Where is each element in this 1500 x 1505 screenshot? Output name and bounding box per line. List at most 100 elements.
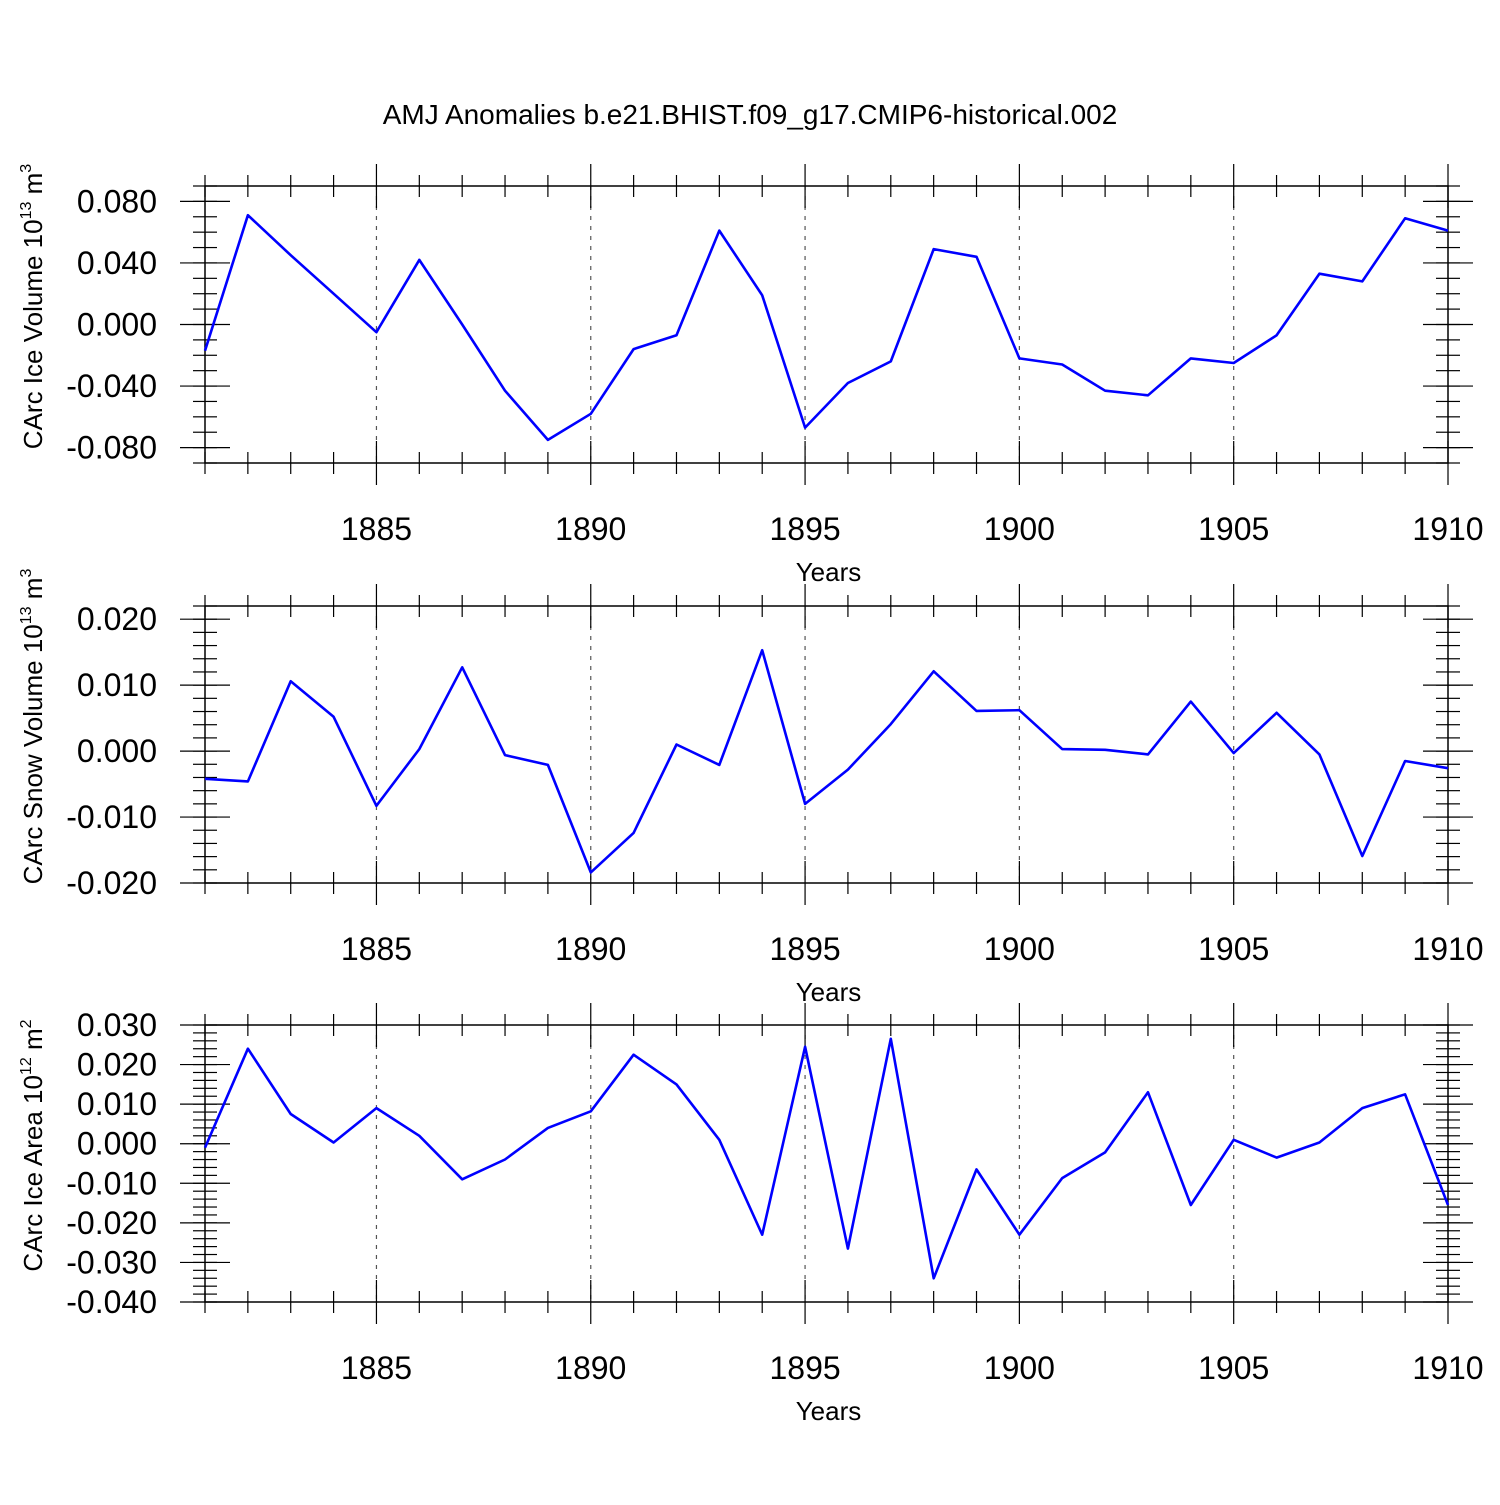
data-point	[932, 248, 934, 250]
data-point	[1318, 1141, 1320, 1143]
y-tick-label: -0.010	[66, 799, 157, 835]
data-point	[1104, 389, 1106, 391]
y-axis-label-unit: m	[18, 578, 48, 607]
data-point	[1275, 334, 1277, 336]
x-axis-label: Years	[796, 1396, 862, 1426]
data-point	[761, 294, 763, 296]
data-point	[590, 871, 592, 873]
data-point	[1061, 748, 1063, 750]
y-tick-label: -0.010	[66, 1165, 157, 1201]
data-point	[1447, 1204, 1449, 1206]
x-tick-label: 1890	[555, 1350, 626, 1386]
data-point	[761, 649, 763, 651]
data-point	[975, 710, 977, 712]
data-point	[890, 1038, 892, 1040]
data-point	[1318, 753, 1320, 755]
data-point	[204, 1146, 206, 1148]
x-tick-label: 1905	[1198, 931, 1269, 967]
data-point	[890, 360, 892, 362]
data-point	[375, 1107, 377, 1109]
data-point	[332, 293, 334, 295]
data-point	[547, 764, 549, 766]
data-point	[1190, 1204, 1192, 1206]
data-point	[504, 389, 506, 391]
data-point	[1147, 394, 1149, 396]
y-axis-label-exponent: 13	[18, 202, 35, 220]
data-point	[847, 768, 849, 770]
x-axis-label: Years	[796, 557, 862, 587]
y-tick-label: 0.000	[77, 307, 157, 343]
y-tick-label: -0.080	[66, 430, 157, 466]
data-point	[504, 1158, 506, 1160]
data-point	[461, 666, 463, 668]
y-tick-label: -0.040	[66, 368, 157, 404]
x-tick-label: 1895	[769, 511, 840, 547]
data-point	[1361, 280, 1363, 282]
data-point	[375, 805, 377, 807]
plot-frame	[204, 185, 1449, 464]
data-point	[332, 716, 334, 718]
data-point	[247, 780, 249, 782]
series-line-ice-area	[203, 1037, 1450, 1280]
y-tick-label: 0.000	[77, 733, 157, 769]
plot-frame	[204, 1024, 1449, 1303]
data-point	[1447, 767, 1449, 769]
data-point	[418, 1135, 420, 1137]
data-point	[847, 382, 849, 384]
x-tick-label: 1895	[769, 931, 840, 967]
x-tick-label: 1890	[555, 931, 626, 967]
y-axis-label: CArc Ice Area 1012 m2	[18, 1019, 48, 1271]
data-point	[718, 764, 720, 766]
panel-ice-volume: 1885 1890 1895 1900 1905 1910 Years -0.080 -0.04…	[18, 164, 1484, 587]
y-tick-label: 0.000	[77, 1126, 157, 1162]
y-axis-label-exponent: 12	[18, 1057, 35, 1075]
x-tick-label: 1900	[984, 1350, 1055, 1386]
data-point	[332, 1141, 334, 1143]
data-point	[504, 754, 506, 756]
x-tick-label: 1900	[984, 511, 1055, 547]
figure-title: AMJ Anomalies b.e21.BHIST.f09_g17.CMIP6-…	[383, 99, 1118, 130]
data-point	[1232, 1139, 1234, 1141]
y-axis-label-unit-exponent: 3	[18, 569, 35, 578]
y-tick-label: 0.010	[77, 667, 157, 703]
x-tick-label: 1910	[1412, 931, 1483, 967]
data-point	[1061, 1177, 1063, 1179]
y-tick-label: -0.030	[66, 1244, 157, 1280]
data-point	[761, 1234, 763, 1236]
panel-ice-area: 1885 1890 1895 1900 1905 1910 Years -0.040 -0.03…	[18, 1003, 1484, 1426]
y-axis-label-text: CArc Ice Area 10	[18, 1075, 48, 1272]
data-point	[461, 323, 463, 325]
data-point	[247, 1048, 249, 1050]
y-axis-label-unit-exponent: 2	[18, 1019, 35, 1028]
y-axis-label-text: CArc Snow Volume 10	[18, 624, 48, 884]
y-tick-label: 0.020	[77, 1047, 157, 1083]
data-point	[1447, 229, 1449, 231]
data-point	[547, 1127, 549, 1129]
data-point	[1147, 1091, 1149, 1093]
data-point	[632, 832, 634, 834]
y-axis-label: CArc Ice Volume 1013 m3	[18, 164, 48, 449]
data-point	[890, 723, 892, 725]
y-tick-label: 0.020	[77, 601, 157, 637]
data-point	[632, 348, 634, 350]
data-point	[847, 1247, 849, 1249]
data-point	[204, 349, 206, 351]
data-point	[1018, 357, 1020, 359]
data-point	[1404, 760, 1406, 762]
x-tick-label: 1910	[1412, 1350, 1483, 1386]
x-tick-label: 1885	[341, 511, 412, 547]
x-tick-label: 1905	[1198, 1350, 1269, 1386]
y-axis-label-unit: m	[18, 173, 48, 202]
data-point	[632, 1053, 634, 1055]
data-point	[1232, 362, 1234, 364]
data-point	[1018, 709, 1020, 711]
y-axis-label-unit-exponent: 3	[18, 164, 35, 173]
x-tick-label: 1895	[769, 1350, 840, 1386]
y-tick-label: -0.020	[66, 865, 157, 901]
data-point	[590, 1110, 592, 1112]
data-point	[932, 1277, 934, 1279]
data-point	[675, 743, 677, 745]
data-point	[1147, 753, 1149, 755]
x-tick-label: 1910	[1412, 511, 1483, 547]
